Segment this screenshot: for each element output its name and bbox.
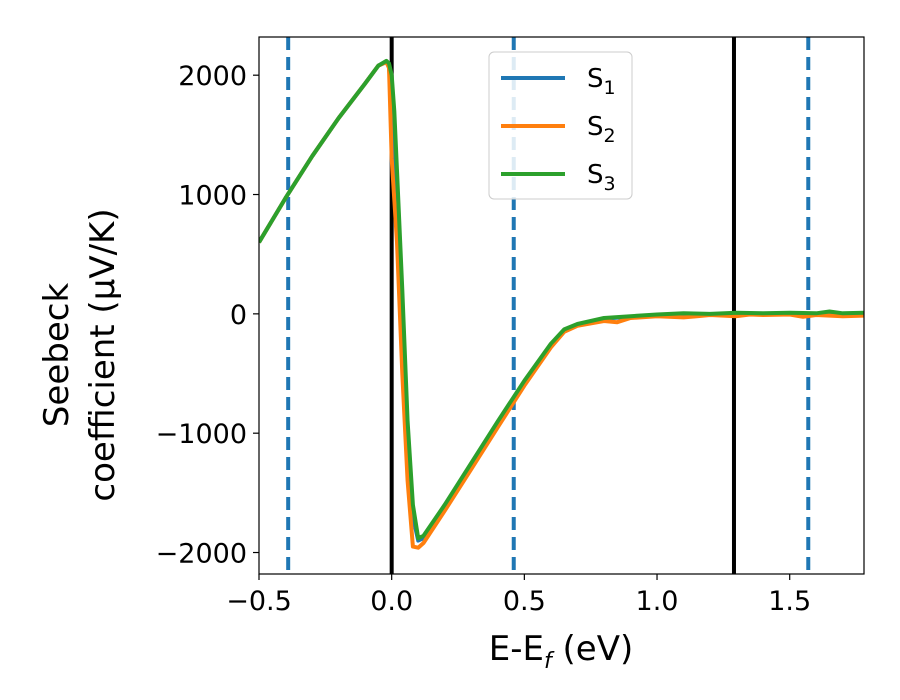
y-tick-label: −1000	[156, 419, 247, 450]
legend-label-main: S	[587, 64, 604, 94]
legend-label-2: S2	[587, 112, 616, 147]
x-axis-title-main: E-E	[489, 629, 544, 669]
y-axis-title: Seebeck coefficient (μV/K)	[37, 208, 123, 501]
legend-label-sub: 2	[604, 125, 616, 147]
legend-label-sub: 1	[604, 77, 616, 99]
legend-label-3: S3	[587, 160, 616, 195]
x-tick-label: −0.5	[226, 586, 292, 617]
x-axis-title-unit: (eV)	[552, 629, 634, 669]
y-tick-label: 0	[230, 300, 247, 331]
y-tick-label: 1000	[178, 181, 247, 212]
legend-label-main: S	[587, 112, 604, 142]
y-tick-label: −2000	[156, 539, 247, 570]
x-tick-label: 1.5	[768, 586, 811, 617]
series-lines	[259, 58, 864, 550]
series-line-3	[259, 58, 864, 541]
legend-label-main: S	[587, 160, 604, 190]
x-tick-label: 0.0	[370, 586, 413, 617]
y-axis-title-line1: Seebeck	[37, 283, 77, 428]
legend-label-1: S1	[587, 64, 616, 99]
legend-label-sub: 3	[604, 173, 616, 195]
x-axis-ticks: −0.5 0.0 0.5 1.0 1.5	[226, 574, 811, 617]
plot-frame	[258, 36, 865, 575]
x-axis-title: E-Ef (eV)	[489, 629, 634, 674]
y-axis-title-line2: coefficient (μV/K)	[83, 208, 123, 501]
y-axis-ticks: −2000 −1000 0 1000 2000	[156, 61, 259, 570]
y-tick-label: 2000	[178, 61, 247, 92]
x-axis-title-sub: f	[544, 649, 555, 674]
x-tick-label: 0.5	[503, 586, 546, 617]
x-tick-label: 1.0	[636, 586, 679, 617]
